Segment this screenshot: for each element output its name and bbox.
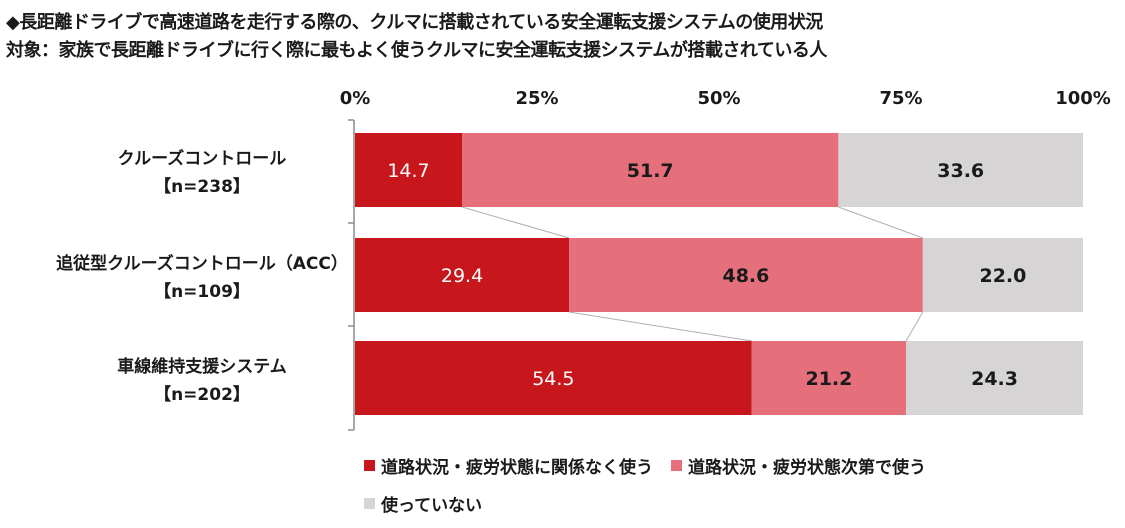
legend-swatch (671, 459, 682, 471)
category-label: 追従型クルーズコントロール（ACC） (56, 253, 348, 274)
data-label: 14.7 (387, 160, 429, 182)
bar-segment (922, 238, 1083, 312)
legend-label: 使っていない (381, 495, 483, 516)
bar-segment (906, 341, 1083, 415)
bar-segment (355, 341, 752, 415)
series-connector-line (838, 206, 924, 239)
x-tick-label: 50% (697, 88, 740, 109)
category-sample-size: 【n=238】 (154, 176, 250, 197)
category-label: 車線維持支援システム (117, 356, 287, 377)
bars: 14.7 51.7 33.6 29.4 48.6 22.0 54.5 21.2 24.3 (355, 133, 1083, 415)
bar-segment (838, 133, 1083, 207)
bar-segment (355, 238, 570, 312)
category-sample-size: 【n=202】 (154, 384, 250, 405)
x-tick-label: 0% (340, 88, 371, 109)
x-axis-ticks: 0% 25% 50% 75% 100% (340, 88, 1111, 109)
bar-segment (751, 341, 907, 415)
bar-segment (462, 133, 839, 207)
category-labels: クルーズコントロール【n=238】追従型クルーズコントロール（ACC） 【n=10… (56, 148, 348, 405)
x-tick-label: 100% (1055, 88, 1111, 109)
category-label: クルーズコントロール (118, 148, 287, 169)
data-label: 24.3 (971, 368, 1018, 390)
legend-swatch (364, 459, 375, 471)
bar-segment (569, 238, 923, 312)
data-label: 48.6 (722, 265, 769, 287)
data-label: 29.4 (441, 265, 483, 287)
legend: 道路状況・疲労状態に関係なく使う 道路状況・疲労状態次第で使う使っていない (364, 452, 1104, 528)
series-connector-line (568, 311, 752, 342)
legend-swatch (364, 497, 375, 509)
x-tick-label: 75% (879, 88, 922, 109)
series-connectors (461, 206, 924, 342)
chart-subtitle: 対象：家族で長距離ドライブに行く際に最もよく使うクルマに安全運転支援システムが搭… (6, 40, 827, 61)
category-axis (348, 119, 355, 431)
legend-item: 使っていない (364, 490, 482, 516)
legend-label: 道路状況・疲労状態次第で使う (688, 457, 926, 478)
x-tick-label: 25% (515, 88, 558, 109)
stacked-bar-chart: 0% 25% 50% 75% 100% 14.7 51.7 33.6 29.4 48.6 22.0… (56, 88, 1111, 431)
data-label: 54.5 (532, 368, 574, 390)
legend-label: 道路状況・疲労状態に関係なく使う (381, 457, 653, 478)
category-sample-size: 【n=109】 (154, 281, 250, 302)
data-label: 22.0 (979, 265, 1026, 287)
legend-item: 道路状況・疲労状態に関係なく使う (364, 452, 653, 478)
bar-segment (355, 133, 463, 207)
data-label: 21.2 (805, 368, 852, 390)
data-label: 51.7 (627, 160, 674, 182)
data-label: 33.6 (937, 160, 984, 182)
chart-title: ◆長距離ドライブで高速道路を走行する際の、クルマに搭載されている安全運転支援シス… (6, 12, 823, 33)
legend-item: 道路状況・疲労状態次第で使う (671, 452, 926, 478)
series-connector-line (461, 206, 570, 239)
series-connector-line (905, 311, 924, 342)
